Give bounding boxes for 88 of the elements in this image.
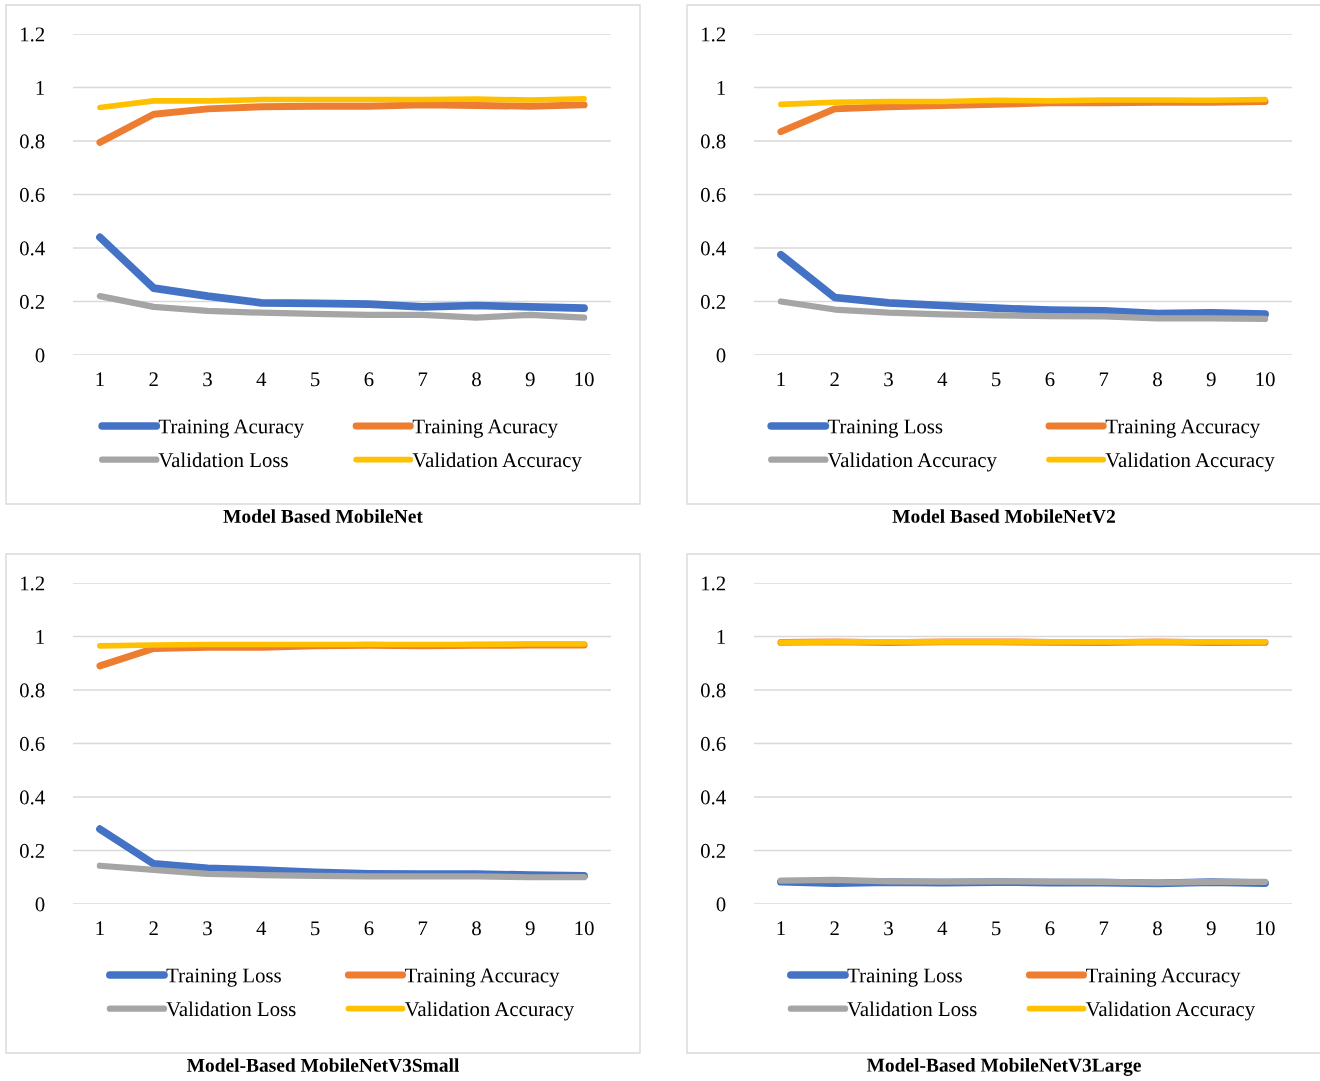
x-tick-label: 6: [1045, 372, 1055, 387]
x-tick-label: 6: [364, 372, 374, 387]
text: Model Based MobileNetV2: [892, 509, 1115, 523]
y-tick-label: 1: [717, 80, 725, 95]
legend-label: Validation Loss: [847, 1001, 977, 1017]
legend-label: Validation Accuracy: [1105, 452, 1275, 472]
y-tick-label: 0.8: [700, 683, 726, 698]
y-tick-label: 0.6: [19, 736, 45, 752]
y-tick-label: 1.2: [21, 27, 45, 42]
text: Model-Based MobileNetV3Small: [186, 1058, 460, 1072]
y-tick-label: 0.6: [19, 187, 45, 203]
y-tick-label: 0: [35, 348, 45, 363]
y-tick-label: 0: [716, 897, 726, 912]
x-tick-label: 3: [884, 921, 893, 936]
x-tick-label: 2: [149, 921, 158, 936]
legend-label: Validation Accuracy: [404, 1001, 575, 1021]
x-tick-label: 9: [1206, 921, 1216, 936]
legend-label: Validation Loss: [166, 1001, 296, 1017]
x-tick-label: 10: [575, 921, 594, 936]
y-tick-label: 0.8: [700, 134, 726, 149]
y-tick-label: 0.4: [19, 241, 45, 256]
legend-label: Training Loss: [847, 968, 962, 987]
y-tick-label: 0.2: [700, 294, 726, 310]
x-tick-label: 5: [992, 921, 1001, 936]
legend-label: Validation Loss: [158, 452, 288, 468]
x-tick-label: 2: [830, 372, 839, 387]
y-tick-label: 0.8: [19, 683, 45, 698]
legend-label: Training Acuracy: [158, 419, 304, 438]
y-tick-label: 0.6: [700, 736, 726, 752]
legend-label: Training Loss: [166, 968, 281, 987]
x-tick-label: 8: [1153, 921, 1162, 936]
x-tick-label: 8: [472, 372, 481, 387]
x-tick-label: 9: [525, 372, 535, 387]
x-tick-label: 2: [830, 921, 839, 936]
y-tick-label: 1: [36, 80, 44, 95]
y-tick-label: 0.2: [700, 843, 726, 859]
x-tick-label: 4: [937, 921, 948, 936]
x-tick-label: 5: [311, 921, 320, 936]
text: Model Based MobileNet: [223, 509, 423, 523]
x-tick-label: 7: [418, 921, 428, 936]
x-tick-label: 10: [575, 372, 594, 387]
y-tick-label: 1.2: [21, 576, 45, 591]
x-tick-label: 8: [1153, 372, 1162, 387]
y-tick-label: 0: [35, 897, 45, 912]
x-tick-label: 9: [525, 921, 535, 936]
x-tick-label: 7: [1099, 372, 1109, 387]
y-tick-label: 0.4: [700, 241, 726, 256]
legend-label: Training Accuracy: [1086, 968, 1241, 987]
legend-label: Validation Accuracy: [827, 452, 997, 472]
y-tick-label: 0.2: [19, 294, 45, 310]
legend-label: Training Acuracy: [412, 419, 558, 438]
x-tick-label: 7: [418, 372, 428, 387]
y-tick-label: 0.8: [19, 134, 45, 149]
x-tick-label: 6: [364, 921, 374, 936]
legend-label: Training Accuracy: [1105, 419, 1261, 438]
y-tick-label: 1: [36, 629, 44, 644]
x-tick-label: 1: [777, 372, 785, 387]
text: Model-Based MobileNetV3Large: [866, 1058, 1141, 1076]
x-tick-label: 4: [256, 372, 267, 387]
x-tick-label: 10: [1256, 921, 1275, 936]
y-tick-label: 0.4: [19, 790, 45, 805]
x-tick-label: 7: [1099, 921, 1109, 936]
x-tick-label: 1: [777, 921, 785, 936]
y-tick-label: 0.4: [700, 790, 726, 805]
x-tick-label: 3: [884, 372, 893, 387]
legend-label: Validation Accuracy: [1085, 1001, 1256, 1021]
x-tick-label: 5: [311, 372, 320, 387]
x-tick-label: 1: [96, 372, 104, 387]
y-tick-label: 0: [716, 348, 726, 363]
y-tick-label: 0.2: [19, 843, 45, 859]
legend-label: Training Loss: [827, 419, 943, 438]
x-tick-label: 3: [203, 921, 212, 936]
x-tick-label: 2: [149, 372, 158, 387]
y-tick-label: 1.2: [702, 576, 726, 591]
x-tick-label: 9: [1206, 372, 1216, 387]
x-tick-label: 3: [203, 372, 212, 387]
y-tick-label: 1: [717, 629, 725, 644]
x-tick-label: 4: [256, 921, 267, 936]
x-tick-label: 10: [1256, 372, 1275, 387]
legend-label: Validation Accuracy: [412, 452, 582, 472]
x-tick-label: 8: [472, 921, 481, 936]
x-tick-label: 1: [96, 921, 104, 936]
x-tick-label: 4: [937, 372, 948, 387]
y-tick-label: 0.6: [700, 187, 726, 203]
legend-label: Training Accuracy: [405, 968, 560, 987]
y-tick-label: 1.2: [702, 27, 726, 42]
x-tick-label: 5: [992, 372, 1001, 387]
x-tick-label: 6: [1045, 921, 1055, 936]
